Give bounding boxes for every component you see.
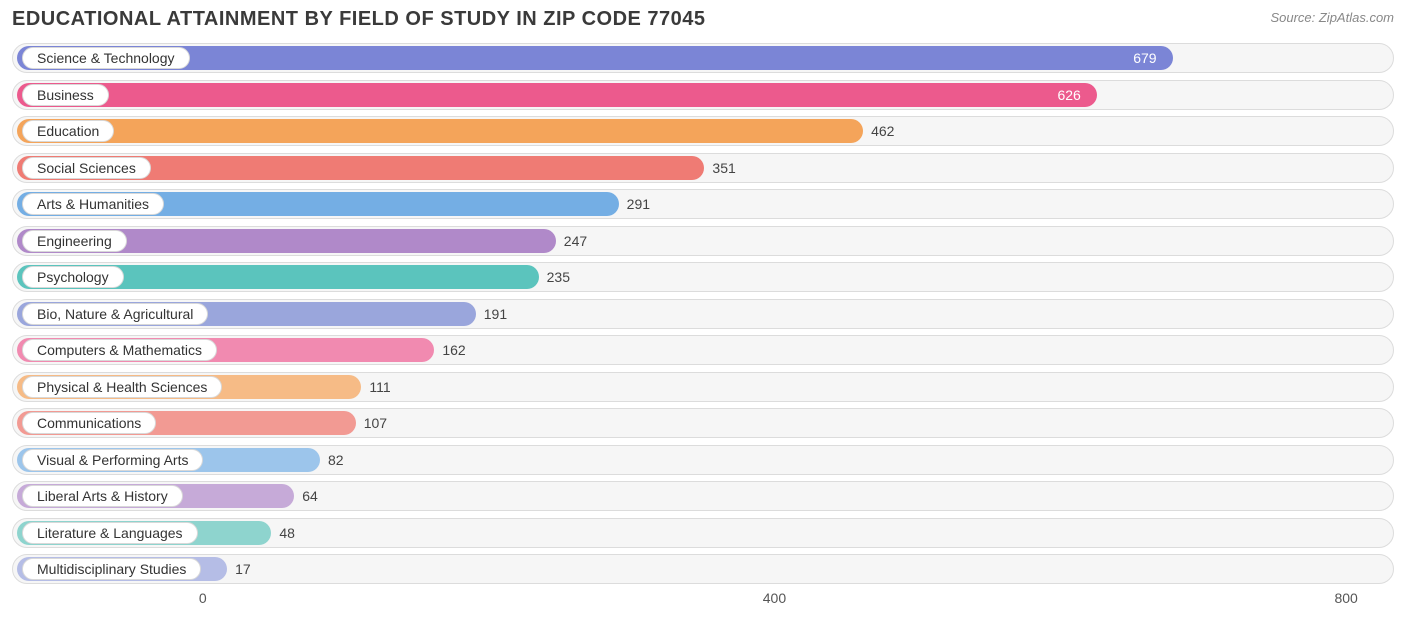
bar-label: Business bbox=[22, 84, 109, 106]
bar-label: Education bbox=[22, 120, 114, 142]
bar-value: 48 bbox=[279, 525, 295, 541]
x-axis: 0 400 800 bbox=[12, 590, 1394, 618]
bar-label: Science & Technology bbox=[22, 47, 190, 69]
bar-value: 82 bbox=[328, 452, 344, 468]
bar-row: Arts & Humanities 291 bbox=[12, 187, 1394, 221]
bar-row: Business 626 bbox=[12, 78, 1394, 112]
source-attribution: Source: ZipAtlas.com bbox=[1270, 10, 1394, 25]
bar-row: Communications 107 bbox=[12, 406, 1394, 440]
bar-row: Liberal Arts & History 64 bbox=[12, 479, 1394, 513]
bar-value: 64 bbox=[302, 488, 318, 504]
bar-label: Bio, Nature & Agricultural bbox=[22, 303, 208, 325]
bar-row: Physical & Health Sciences 111 bbox=[12, 370, 1394, 404]
bar-row: Multidisciplinary Studies 17 bbox=[12, 552, 1394, 586]
bar-row: Engineering 247 bbox=[12, 224, 1394, 258]
bar-value: 235 bbox=[547, 269, 570, 285]
bar-value: 107 bbox=[364, 415, 387, 431]
bar-label: Engineering bbox=[22, 230, 127, 252]
bar-label: Psychology bbox=[22, 266, 124, 288]
bar-value: 191 bbox=[484, 306, 507, 322]
bar-value: 351 bbox=[712, 160, 735, 176]
bar bbox=[17, 119, 863, 143]
bar-row: Science & Technology 679 bbox=[12, 41, 1394, 75]
bar-label: Visual & Performing Arts bbox=[22, 449, 203, 471]
bar-label: Communications bbox=[22, 412, 156, 434]
bar-value: 679 bbox=[1133, 50, 1156, 66]
bar-row: Social Sciences 351 bbox=[12, 151, 1394, 185]
bar-value: 626 bbox=[1057, 87, 1080, 103]
bar-label: Literature & Languages bbox=[22, 522, 198, 544]
bar-chart: Science & Technology 679 Business 626 Educat… bbox=[12, 41, 1394, 586]
bar-row: Visual & Performing Arts 82 bbox=[12, 443, 1394, 477]
bar-row: Psychology 235 bbox=[12, 260, 1394, 294]
bar bbox=[17, 83, 1097, 107]
bar-value: 291 bbox=[627, 196, 650, 212]
bar-label: Multidisciplinary Studies bbox=[22, 558, 201, 580]
bar-value: 17 bbox=[235, 561, 251, 577]
bar-value: 162 bbox=[442, 342, 465, 358]
bar-row: Computers & Mathematics 162 bbox=[12, 333, 1394, 367]
bar-label: Liberal Arts & History bbox=[22, 485, 183, 507]
bar-label: Social Sciences bbox=[22, 157, 151, 179]
bar-label: Arts & Humanities bbox=[22, 193, 164, 215]
bar-row: Literature & Languages 48 bbox=[12, 516, 1394, 550]
bar-value: 247 bbox=[564, 233, 587, 249]
axis-tick: 0 bbox=[199, 590, 207, 606]
bar-row: Education 462 bbox=[12, 114, 1394, 148]
bar-value: 111 bbox=[369, 379, 390, 395]
chart-title: EDUCATIONAL ATTAINMENT BY FIELD OF STUDY… bbox=[12, 8, 706, 31]
bar-label: Physical & Health Sciences bbox=[22, 376, 222, 398]
bar-label: Computers & Mathematics bbox=[22, 339, 217, 361]
bar-row: Bio, Nature & Agricultural 191 bbox=[12, 297, 1394, 331]
axis-tick: 400 bbox=[763, 590, 786, 606]
bar bbox=[17, 46, 1173, 70]
bar-value: 462 bbox=[871, 123, 894, 139]
axis-tick: 800 bbox=[1334, 590, 1357, 606]
